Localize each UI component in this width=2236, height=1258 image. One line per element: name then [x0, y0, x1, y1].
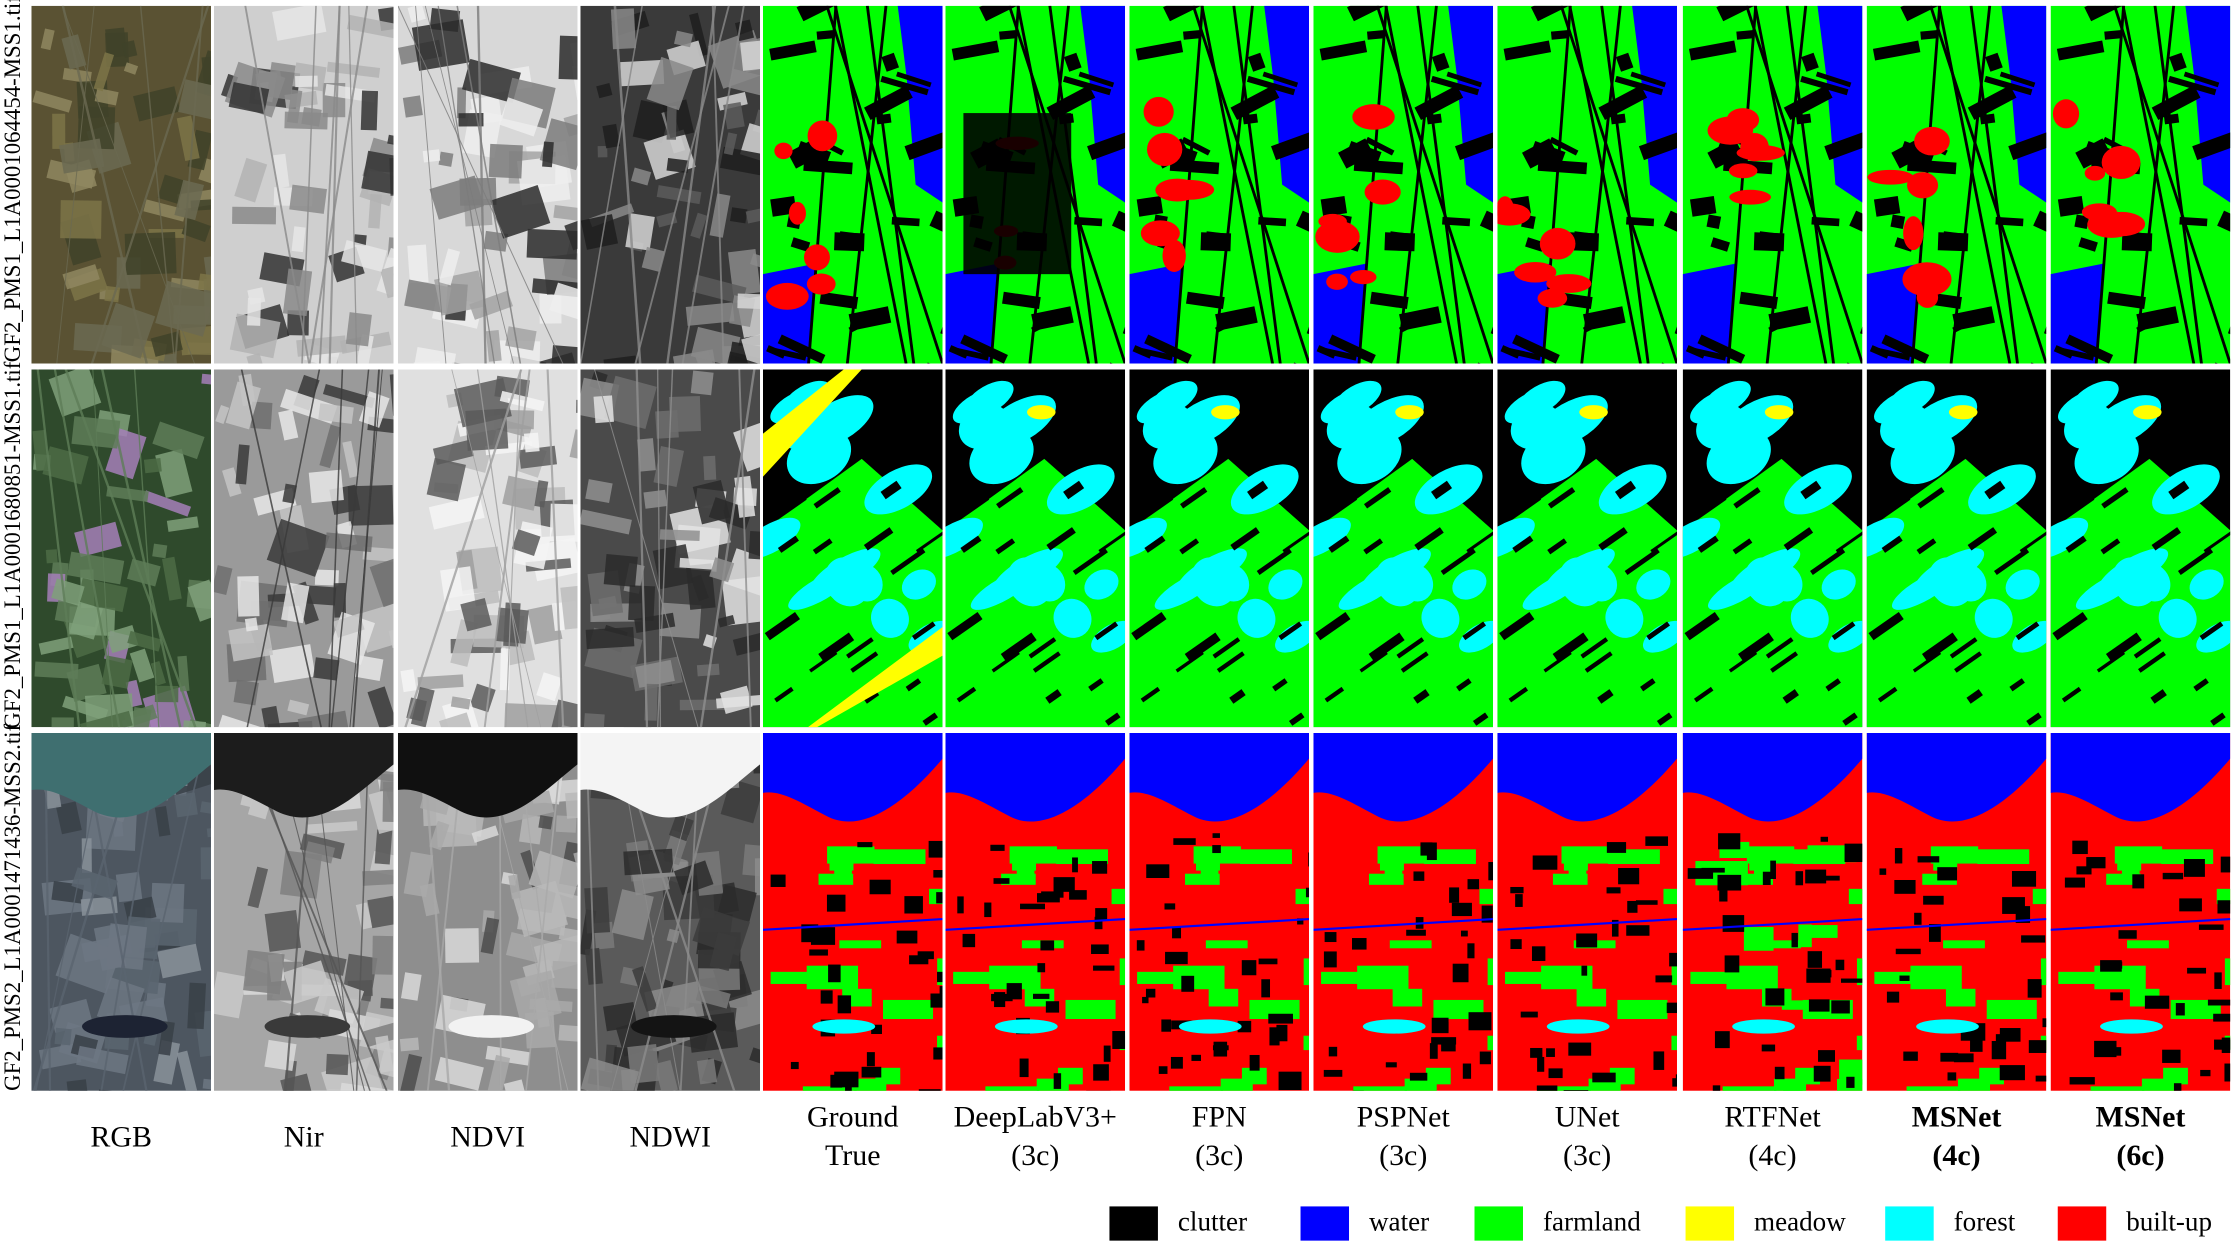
column-label-line1: MSNet [2095, 1099, 2186, 1134]
legend-swatch [1885, 1206, 1934, 1241]
legend-swatch [1109, 1206, 1158, 1241]
segmentation-map-tile [762, 732, 943, 1091]
column-label-line2: (6c) [2116, 1137, 2165, 1173]
input-image-tile [31, 732, 212, 1091]
segmentation-map-tile [945, 369, 1126, 728]
column-label-line1: PSPNet [1356, 1099, 1450, 1134]
segmentation-map-tile [1313, 369, 1494, 728]
input-image-tile [213, 732, 394, 1091]
segmentation-map-tile [1129, 5, 1310, 364]
column-label-line1: DeepLabV3+ [953, 1099, 1117, 1134]
column-label-line2: (4c) [1932, 1137, 1981, 1173]
input-image-tile [31, 369, 212, 728]
segmentation-map-tile [945, 732, 1126, 1091]
column-label-line2: (4c) [1748, 1137, 1797, 1173]
segmentation-map-tile [1682, 5, 1863, 364]
segmentation-map-tile [945, 5, 1126, 364]
legend-label: built-up [2126, 1207, 2213, 1238]
legend-swatch [1685, 1206, 1735, 1241]
legend-swatch [1300, 1206, 1350, 1241]
segmentation-map-tile [1313, 732, 1494, 1091]
input-image-tile [397, 732, 578, 1091]
legend-label: water [1368, 1207, 1430, 1238]
column-label-line2: (3c) [1011, 1137, 1060, 1173]
input-image-tile [213, 369, 394, 728]
segmentation-map-tile [2050, 732, 2231, 1091]
column-label: DeepLabV3+ (3c) [945, 1098, 1125, 1175]
column-label: UNet (3c) [1497, 1098, 1677, 1175]
legend-swatch [1474, 1206, 1523, 1241]
column-label: Nir [214, 1118, 394, 1157]
legend-label: clutter [1177, 1207, 1248, 1238]
segmentation-map-tile [1313, 5, 1494, 364]
column-label: MSNet (6c) [2051, 1098, 2231, 1175]
column-label: RGB [31, 1118, 211, 1157]
column-label: NDWI [580, 1118, 760, 1157]
column-label-line1: MSNet [1911, 1099, 2002, 1134]
input-image-tile [31, 5, 212, 364]
input-image-tile [397, 369, 578, 728]
column-label: Ground True [763, 1098, 943, 1175]
input-image-tile [580, 732, 761, 1091]
segmentation-map-tile [1497, 369, 1677, 728]
column-label: NDVI [398, 1118, 578, 1157]
row-label: GF2_PMS2_L1A0001471436-MSS2.tif [1, 723, 26, 1091]
column-label-line2: True [825, 1137, 881, 1173]
column-label-line1: Nir [283, 1119, 324, 1154]
legend-swatch [2057, 1206, 2107, 1241]
segmentation-map-tile [1682, 369, 1863, 728]
segmentation-map-tile [1682, 732, 1863, 1091]
input-image-tile [580, 5, 761, 364]
segmentation-map-tile [1129, 732, 1310, 1091]
column-label-line1: NDVI [450, 1119, 526, 1154]
column-label-line1: Ground [806, 1099, 899, 1134]
input-image-tile [213, 5, 394, 364]
segmentation-map-tile [1129, 369, 1310, 728]
column-label-line1: UNet [1554, 1099, 1620, 1134]
segmentation-map-tile [2050, 5, 2231, 364]
segmentation-map-tile [1497, 5, 1677, 364]
segmentation-map-tile [1866, 369, 2047, 728]
input-image-tile [580, 369, 761, 728]
legend-label: forest [1953, 1207, 2016, 1238]
column-label-line2: (3c) [1563, 1137, 1612, 1173]
column-label: RTFNet (4c) [1683, 1098, 1863, 1175]
column-label-line1: RGB [90, 1119, 153, 1154]
segmentation-map-tile [762, 5, 943, 364]
column-label-line2: (3c) [1195, 1137, 1244, 1173]
column-label: FPN (3c) [1129, 1098, 1309, 1175]
segmentation-map-tile [1866, 732, 2047, 1091]
column-label-line2: (3c) [1379, 1137, 1428, 1173]
row-label: GF2_PMS1_L1A0001680851-MSS1.tif [1, 361, 26, 729]
segmentation-map-tile [2050, 369, 2231, 728]
column-label: MSNet (4c) [1867, 1098, 2047, 1175]
column-label-line1: NDWI [629, 1119, 711, 1154]
row-label: GF2_PMS1_L1A0001064454-MSS1.tif [1, 0, 26, 363]
segmentation-map-tile [1866, 5, 2047, 364]
segmentation-map-tile [762, 369, 943, 728]
legend-label: farmland [1542, 1207, 1641, 1238]
column-label: PSPNet (3c) [1313, 1098, 1493, 1175]
segmentation-map-tile [1497, 732, 1677, 1091]
input-image-tile [397, 5, 578, 364]
column-label-line1: FPN [1191, 1099, 1247, 1134]
legend-label: meadow [1754, 1207, 1846, 1238]
column-label-line1: RTFNet [1724, 1099, 1821, 1134]
